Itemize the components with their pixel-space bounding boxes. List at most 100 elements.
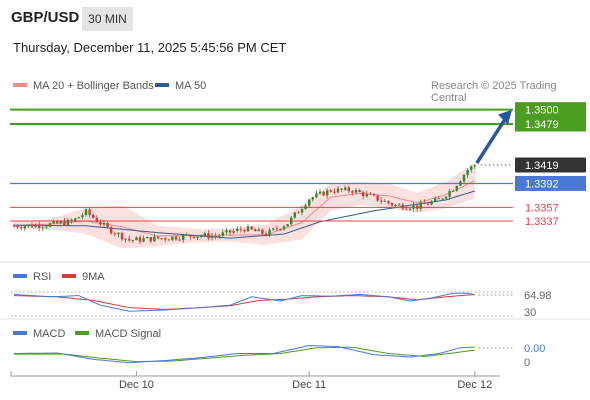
legend-macd-signal: MACD Signal xyxy=(75,328,161,340)
legend-macd: MACD xyxy=(13,328,65,340)
candle-body xyxy=(99,221,102,225)
candle-body xyxy=(167,239,170,241)
candle-body xyxy=(441,198,444,200)
candle-body xyxy=(48,223,52,227)
candle-body xyxy=(243,229,246,232)
candle-body xyxy=(88,209,91,215)
legend-ma50-label: MA 50 xyxy=(175,80,207,92)
candle-body xyxy=(27,224,30,227)
candle-body xyxy=(146,237,149,239)
candle-body xyxy=(315,193,318,198)
legend-ma50: MA 50 xyxy=(155,80,206,92)
candle-body xyxy=(311,197,314,200)
candle-body xyxy=(430,201,433,205)
rsi-30-label: 30 xyxy=(524,307,536,319)
candle-body xyxy=(254,229,257,232)
candle-body xyxy=(437,198,440,200)
candle-body xyxy=(214,235,217,237)
candle-body xyxy=(207,233,210,239)
candle-body xyxy=(192,236,196,238)
candle-body xyxy=(56,220,59,224)
forecast-arrow-head xyxy=(498,109,512,125)
candle-body xyxy=(160,238,163,240)
candle-body xyxy=(81,215,84,218)
candle-body xyxy=(110,227,113,234)
candle-body xyxy=(171,236,174,240)
pivot-tag xyxy=(515,175,586,191)
pivot-label: 1.3392 xyxy=(525,178,559,190)
candle-body xyxy=(225,230,228,233)
candle-body xyxy=(340,188,343,190)
candle-body xyxy=(131,240,134,242)
candle-body xyxy=(261,229,264,234)
candle-body xyxy=(372,194,376,196)
timeframe-badge[interactable]: 30 MIN xyxy=(82,7,133,31)
candle-body xyxy=(30,224,34,228)
macd-value-label: 0.00 xyxy=(524,343,545,355)
rsi-ma-line xyxy=(13,293,475,310)
candle-body xyxy=(246,226,250,232)
candle-body xyxy=(347,187,350,192)
candle-body xyxy=(221,232,224,236)
current-price-tag xyxy=(515,157,586,173)
candle-body xyxy=(156,236,160,239)
candle-body xyxy=(279,229,282,231)
candle-body xyxy=(189,234,192,237)
candle-body xyxy=(452,190,455,192)
candle-body xyxy=(448,190,451,197)
rsi-line xyxy=(13,292,475,312)
candle-body xyxy=(365,193,368,197)
legend-rsi-ma-label: 9MA xyxy=(82,271,105,283)
chart-header: GBP/USD 30 MIN xyxy=(0,0,590,36)
candle-body xyxy=(102,222,106,225)
candle-body xyxy=(466,170,469,175)
candle-body xyxy=(459,181,462,186)
resistance-tag-1 xyxy=(515,116,586,132)
candle-body xyxy=(95,217,98,222)
candle-body xyxy=(394,204,397,206)
candle-body xyxy=(293,212,296,218)
legend-rsi: RSI xyxy=(13,271,51,283)
candle-body xyxy=(444,196,448,199)
legend-bollinger: MA 20 + Bollinger Bands xyxy=(13,80,154,92)
candle-body xyxy=(70,219,73,222)
candle-body xyxy=(333,191,336,193)
candle-body xyxy=(63,221,66,226)
legend-rsi-swatch xyxy=(13,274,27,279)
candle-body xyxy=(408,208,412,210)
candle-body xyxy=(59,221,62,224)
candle-body xyxy=(297,212,300,214)
candle-body xyxy=(300,208,304,213)
legend-bb-label: MA 20 + Bollinger Bands xyxy=(33,80,154,92)
candle-body xyxy=(416,205,419,209)
candle-body xyxy=(264,233,268,236)
x-tick-label-0: Dec 10 xyxy=(119,379,154,391)
candle-body xyxy=(218,235,221,237)
resistance-label-0: 1.3500 xyxy=(525,105,559,117)
candle-body xyxy=(138,237,142,242)
candle-body xyxy=(354,190,358,193)
candle-body xyxy=(473,165,476,167)
legend-macd-label: MACD xyxy=(33,328,66,340)
candle-body xyxy=(106,222,109,228)
candle-body xyxy=(92,214,95,218)
candle-body xyxy=(178,239,181,241)
candle-body xyxy=(470,166,473,171)
candle-body xyxy=(286,224,289,227)
candle-body xyxy=(275,228,278,230)
candle-body xyxy=(257,229,260,232)
candle-body xyxy=(308,199,311,206)
candle-body xyxy=(66,219,70,226)
candle-body xyxy=(423,202,426,204)
candle-body xyxy=(304,205,307,209)
candle-body xyxy=(174,236,178,240)
support-label-4: 1.3357 xyxy=(525,202,559,214)
candle-body xyxy=(135,237,138,241)
resistance-label-1: 1.3479 xyxy=(525,119,559,131)
candle-body xyxy=(351,191,354,193)
candle-body xyxy=(405,208,408,210)
candle-body xyxy=(362,192,365,197)
candle-body xyxy=(462,174,466,182)
candle-body xyxy=(185,234,188,236)
